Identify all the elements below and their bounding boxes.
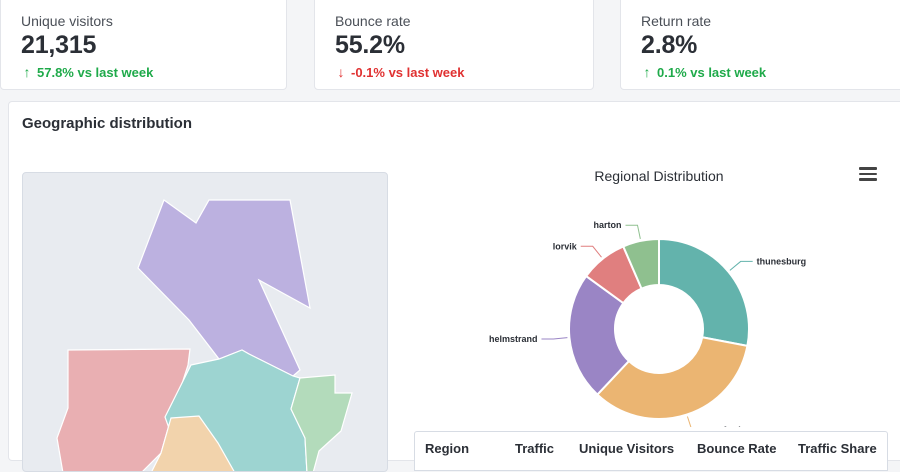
column-header-region[interactable]: Region	[425, 441, 470, 456]
kpi-delta: ↑ 0.1% vs last week	[641, 64, 889, 80]
region-table-header: Region Traffic Unique Visitors Bounce Ra…	[414, 431, 888, 471]
slice-connector-lorvik	[580, 245, 602, 258]
kpi-delta: ↑ 57.8% vs last week	[21, 64, 266, 80]
slice-label-harton: harton	[594, 220, 622, 230]
kpi-delta-text: 57.8% vs last week	[37, 64, 154, 80]
regional-distribution-chart: Regional Distribution thunesburg sanford h…	[409, 157, 900, 457]
donut-slice-thunesburg[interactable]	[658, 237, 750, 348]
slice-label-sanford: sanford	[708, 425, 741, 427]
column-header-traffic[interactable]: Traffic	[515, 441, 555, 456]
kpi-value: 21,315	[21, 31, 97, 59]
arrow-down-icon: ↓	[337, 64, 345, 80]
kpi-label: Bounce rate	[335, 13, 411, 29]
map-svg	[56, 199, 353, 471]
kpi-value: 55.2%	[335, 31, 405, 59]
slice-label-helmstrand: helmstrand	[489, 334, 538, 344]
kpi-label: Return rate	[641, 13, 712, 29]
arrow-up-icon: ↑	[23, 64, 31, 80]
kpi-card-unique-visitors: Unique visitors 21,315 ↑ 57.8% vs last w…	[0, 0, 287, 90]
chart-title: Regional Distribution	[594, 168, 723, 184]
arrow-up-icon: ↑	[643, 64, 651, 80]
chart-menu-icon[interactable]	[859, 167, 877, 183]
kpi-card-return-rate: Return rate 2.8% ↑ 0.1% vs last week	[620, 0, 900, 90]
kpi-delta-text: -0.1% vs last week	[351, 64, 465, 80]
slice-label-thunesburg: thunesburg	[757, 256, 807, 266]
donut-slice-helmstrand[interactable]	[568, 274, 631, 397]
slice-connector-sanford	[686, 416, 704, 431]
kpi-card-bounce-rate: Bounce rate 55.2% ↓ -0.1% vs last week	[314, 0, 594, 90]
kpi-delta-text: 0.1% vs last week	[657, 64, 767, 80]
donut-chart-svg: Regional Distribution thunesburg sanford h…	[489, 168, 807, 435]
slice-connector-harton	[625, 224, 641, 240]
column-header-traffic-share[interactable]: Traffic Share	[798, 441, 877, 456]
geographic-distribution-panel: Geographic distribution Regional Distrib…	[8, 101, 900, 472]
donut-slices	[568, 237, 750, 420]
slice-connector-thunesburg	[729, 260, 753, 271]
donut-slice-sanford[interactable]	[595, 336, 749, 420]
kpi-value: 2.8%	[641, 31, 698, 59]
panel-title: Geographic distribution	[22, 115, 193, 132]
column-header-unique-visitors[interactable]: Unique Visitors	[579, 441, 675, 456]
kpi-label: Unique visitors	[21, 13, 113, 29]
kpi-delta: ↓ -0.1% vs last week	[335, 64, 573, 80]
slice-label-lorvik: lorvik	[553, 241, 578, 251]
column-header-bounce-rate[interactable]: Bounce Rate	[697, 441, 777, 456]
slice-connector-helmstrand	[541, 337, 568, 340]
donut-slice-harton[interactable]	[621, 237, 660, 290]
region-map[interactable]	[22, 172, 388, 472]
